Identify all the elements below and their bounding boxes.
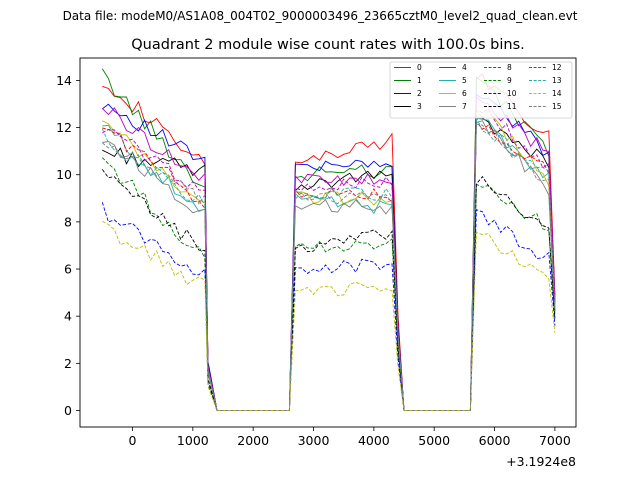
y-tick-label-14: 14 [56,73,72,88]
x-tick-label-7000: 7000 [539,433,571,448]
y-tick-label-12: 12 [56,120,72,135]
series-line-14 [102,220,556,411]
series-line-15 [102,123,556,411]
y-tick-label-2: 2 [64,356,72,371]
series-line-6 [102,109,556,411]
series-line-9 [101,157,556,411]
x-tick-label-2000: 2000 [237,433,269,448]
legend-label-4: 4 [462,63,467,72]
legend-label-14: 14 [552,89,562,98]
x-tick-label-5000: 5000 [418,433,450,448]
x-tick-label-1000: 1000 [177,433,209,448]
axes-frame [79,57,577,428]
legend-label-3: 3 [417,102,422,111]
legend-box [389,61,573,119]
series-line-4 [101,95,556,411]
legend-label-13: 13 [552,76,562,85]
legend-label-12: 12 [552,63,562,72]
legend-label-5: 5 [462,76,467,85]
x-tick-label-6000: 6000 [479,433,511,448]
y-tick-label-6: 6 [64,262,72,277]
legend-label-11: 11 [507,102,517,111]
series-line-7 [102,120,556,411]
series-line-11 [101,169,556,411]
legend-label-2: 2 [417,89,422,98]
series-line-12 [102,108,556,411]
series-line-13 [101,117,556,411]
legend-label-7: 7 [462,102,467,111]
legend-label-10: 10 [507,89,517,98]
chart-suptitle: Data file: modeM0/AS1A08_004T02_90000034… [63,9,578,23]
y-tick-label-8: 8 [64,214,72,229]
x-tick-label-4000: 4000 [358,433,390,448]
chart-title: Quadrant 2 module wise count rates with … [131,37,525,53]
plot-area: 0 1000 2000 3000 4000 5000 6000 700002468101214… [56,57,577,448]
x-tick-label-0: 0 [129,433,137,448]
legend-label-0: 0 [417,63,422,72]
x-tick-label-3000: 3000 [298,433,330,448]
legend-label-6: 6 [462,89,467,98]
x-offset-label: +3.1924e8 [506,454,576,469]
legend-label-8: 8 [507,63,512,72]
legend-label-9: 9 [507,76,512,85]
legend-label-15: 15 [552,102,562,111]
series-line-5 [102,117,556,411]
y-tick-label-0: 0 [64,403,72,418]
legend-label-1: 1 [417,76,422,85]
y-tick-label-10: 10 [56,167,72,182]
series-line-10 [101,202,556,411]
y-tick-label-4: 4 [64,309,72,324]
